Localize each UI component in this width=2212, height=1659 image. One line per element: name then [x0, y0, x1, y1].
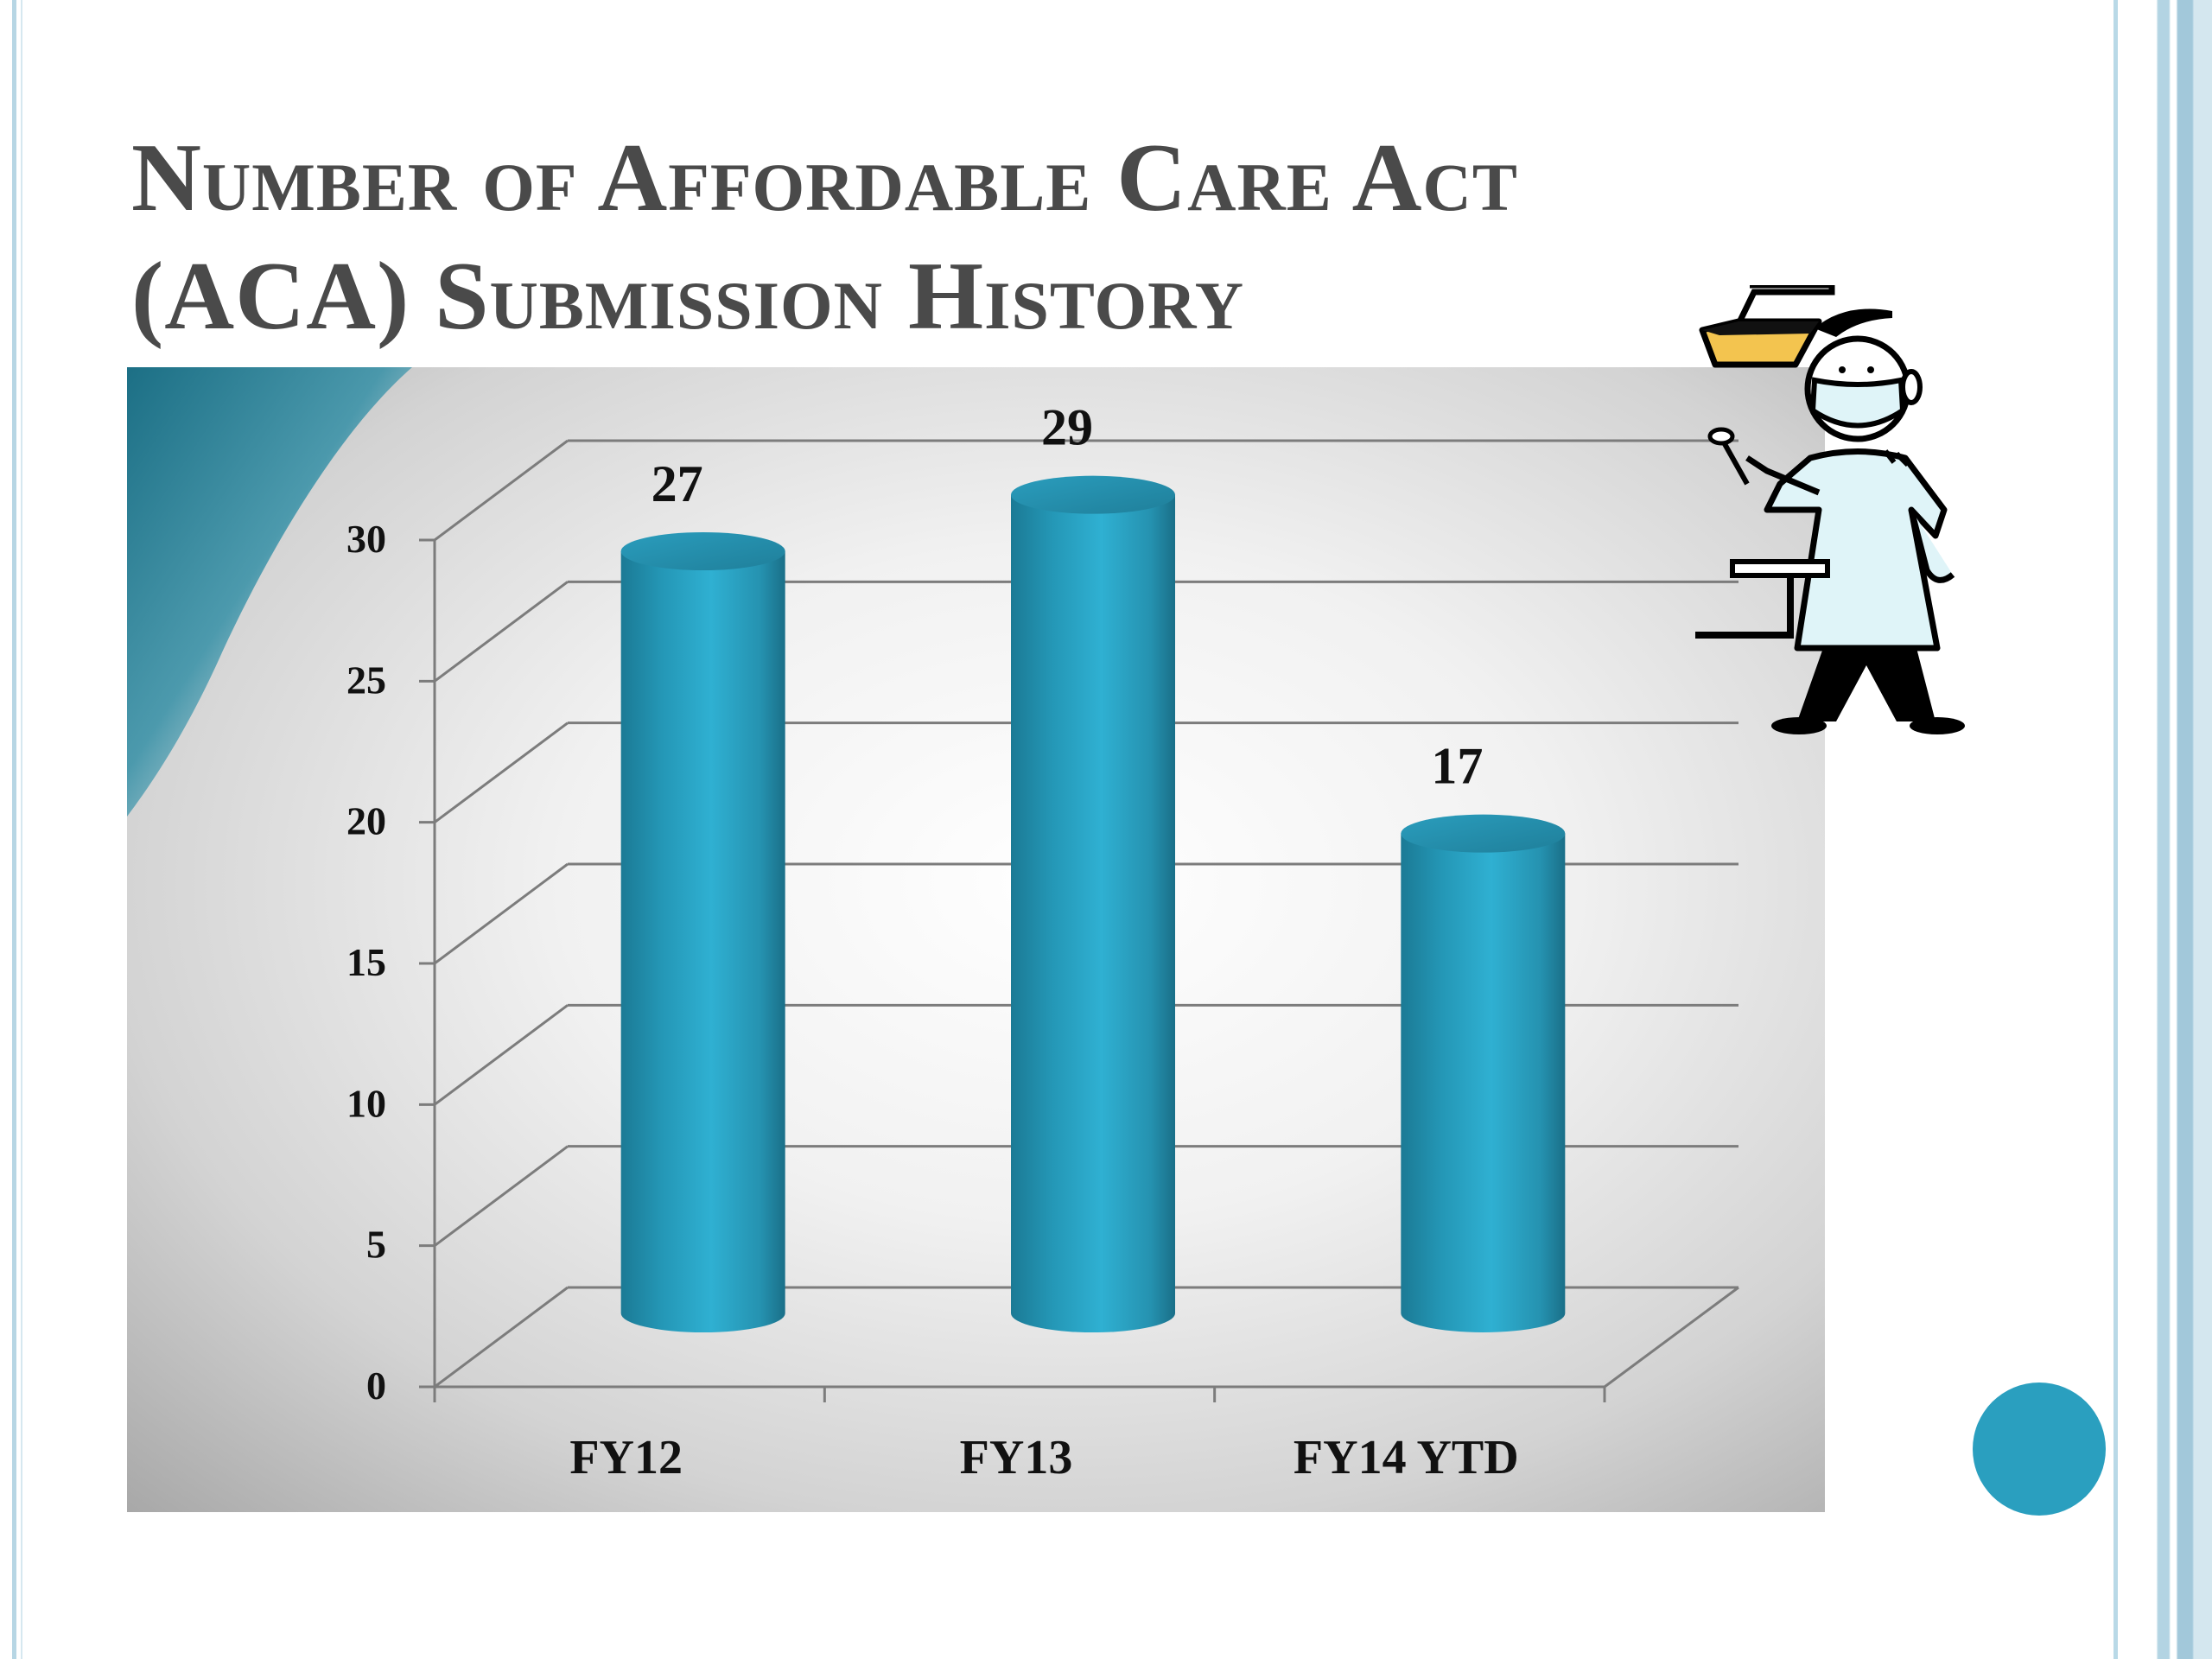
gridline-side — [434, 581, 569, 683]
accent-circle — [1973, 1382, 2106, 1516]
y-tick-label: 5 — [366, 1223, 386, 1267]
slide-title: Number of Affordable Care Act (ACA) Subm… — [131, 119, 1859, 356]
x-category-label: FY13 — [960, 1431, 1073, 1484]
y-tick-label: 30 — [346, 517, 386, 561]
left-border-rule — [12, 0, 16, 1659]
bars — [620, 475, 1566, 1332]
right-border-rule — [2113, 0, 2118, 1659]
y-tick-label: 20 — [346, 799, 386, 843]
slide-title-line-1: Number of Affordable Care Act — [131, 124, 1518, 232]
gridline-side — [434, 1145, 569, 1247]
x-category-label: FY12 — [569, 1431, 683, 1484]
axes — [419, 538, 1606, 1402]
bar-top — [620, 532, 785, 570]
bar — [1011, 475, 1175, 1332]
bar-data-label: 27 — [652, 455, 703, 512]
right-border-band — [2122, 0, 2212, 1659]
bar — [1401, 814, 1566, 1332]
labels: 0 5 10 15 20 25 30 27 FY12 29 FY13 17 FY14 YTD — [346, 399, 1519, 1484]
bar-top — [1401, 814, 1566, 853]
slide-title-line-2: (ACA) Submission History — [131, 243, 1245, 350]
gridline-side — [434, 1286, 569, 1389]
x-category-label: FY14 YTD — [1294, 1431, 1519, 1484]
chart-panel: 0 5 10 15 20 25 30 27 FY12 29 FY13 17 FY14 YTD — [127, 367, 1825, 1512]
dentist-icon — [1695, 285, 1965, 734]
gridline-side — [434, 1004, 569, 1106]
bar-body — [1011, 494, 1175, 1332]
bar-body — [1401, 833, 1566, 1332]
y-tick-label: 10 — [346, 1081, 386, 1125]
bar-top — [1011, 475, 1175, 514]
y-tick-label: 0 — [366, 1363, 386, 1408]
bar-body — [620, 551, 785, 1332]
gridline-side — [434, 439, 569, 542]
bar-chart: 0 5 10 15 20 25 30 27 FY12 29 FY13 17 FY14 YTD — [127, 367, 1739, 1484]
bar-data-label: 29 — [1041, 399, 1093, 456]
bar — [620, 532, 785, 1332]
floor-right-edge — [1604, 1286, 1739, 1389]
left-border-rule-inner — [21, 0, 22, 1659]
decorative-corner-swoosh — [127, 367, 412, 817]
gridline-side — [434, 721, 569, 823]
y-tick-label: 15 — [346, 940, 386, 984]
bar-data-label: 17 — [1431, 738, 1483, 795]
y-tick-label: 25 — [346, 658, 386, 702]
gridline-side — [434, 862, 569, 965]
